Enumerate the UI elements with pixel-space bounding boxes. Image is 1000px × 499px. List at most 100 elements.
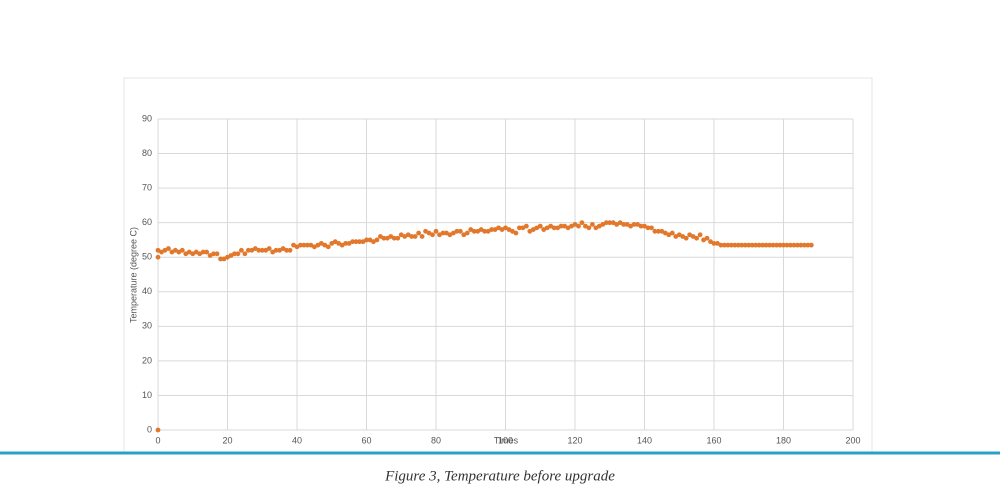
point: [652, 228, 658, 234]
point: [482, 228, 488, 234]
point: [239, 247, 244, 253]
point: [725, 242, 731, 248]
point: [739, 242, 745, 248]
point: [266, 246, 272, 251]
chart-frame: [123, 77, 873, 453]
point: [631, 221, 637, 227]
point: [586, 225, 592, 231]
point: [645, 225, 651, 231]
point: [683, 235, 689, 241]
point: [576, 223, 581, 229]
point: [732, 242, 738, 248]
point: [753, 242, 759, 248]
point: [791, 242, 797, 248]
y-tick-label: 90: [142, 113, 152, 123]
point: [513, 230, 519, 236]
point: [284, 247, 289, 253]
x-tick-label: 0: [155, 435, 160, 445]
point: [537, 223, 543, 229]
x-tick-label: 200: [845, 435, 860, 445]
y-tick-label: 0: [147, 424, 152, 434]
point: [391, 235, 397, 241]
y-tick-label: 40: [142, 286, 152, 296]
point: [808, 242, 814, 248]
point: [756, 242, 762, 248]
point: [746, 242, 752, 248]
point: [551, 225, 557, 231]
x-tick-label: 120: [567, 435, 582, 445]
point: [204, 249, 210, 255]
x-tick-label: 160: [706, 435, 721, 445]
point: [704, 235, 710, 241]
point: [638, 223, 644, 229]
point: [697, 232, 703, 238]
point: [214, 251, 220, 257]
point: [649, 225, 654, 231]
point: [457, 228, 463, 234]
point: [805, 242, 811, 248]
point: [409, 234, 415, 239]
point: [419, 234, 425, 239]
point: [242, 251, 248, 257]
point: [179, 247, 185, 253]
point: [433, 228, 439, 234]
point: [259, 247, 265, 253]
point: [211, 251, 217, 257]
point: [245, 247, 251, 253]
point: [350, 239, 355, 245]
point: [412, 234, 418, 239]
point: [694, 235, 700, 241]
point: [353, 239, 359, 245]
y-tick-label: 20: [142, 355, 152, 365]
point: [784, 242, 790, 248]
point: [489, 227, 494, 232]
y-axis-label: Temperature (degree C): [128, 227, 138, 323]
x-tick-label: 80: [431, 435, 441, 445]
point: [305, 242, 310, 248]
x-tick-label: 20: [222, 435, 232, 445]
point: [200, 249, 206, 255]
point: [218, 256, 223, 262]
point: [603, 220, 609, 226]
point: [735, 242, 741, 248]
x-tick-label: 100: [498, 435, 513, 445]
x-tick-label: 60: [361, 435, 371, 445]
point: [301, 242, 307, 248]
point: [795, 242, 800, 248]
x-tick-label: 40: [292, 435, 302, 445]
point: [777, 242, 783, 248]
x-axis-label: Times: [494, 435, 519, 445]
point: [416, 230, 422, 236]
point: [760, 242, 766, 248]
y-tick-label: 80: [142, 148, 152, 158]
point: [770, 242, 776, 248]
point: [801, 242, 807, 248]
y-tick-label: 30: [142, 321, 152, 331]
point: [742, 242, 748, 248]
point: [656, 228, 661, 234]
point: [454, 228, 460, 234]
point: [781, 242, 786, 248]
point: [343, 241, 349, 246]
point: [325, 244, 331, 250]
point: [232, 251, 237, 257]
point: [440, 230, 446, 236]
point: [722, 242, 727, 248]
point: [273, 247, 279, 253]
point: [464, 230, 470, 236]
x-tick-label: 140: [637, 435, 652, 445]
point: [298, 242, 303, 248]
point: [718, 242, 724, 248]
point: [763, 242, 769, 248]
point: [589, 221, 595, 227]
y-tick-label: 60: [142, 217, 152, 227]
point: [471, 228, 477, 234]
x-tick-label: 180: [776, 435, 791, 445]
y-tick-label: 70: [142, 182, 152, 192]
point: [749, 242, 755, 248]
point: [607, 220, 613, 226]
point: [621, 221, 627, 227]
point: [256, 247, 262, 253]
